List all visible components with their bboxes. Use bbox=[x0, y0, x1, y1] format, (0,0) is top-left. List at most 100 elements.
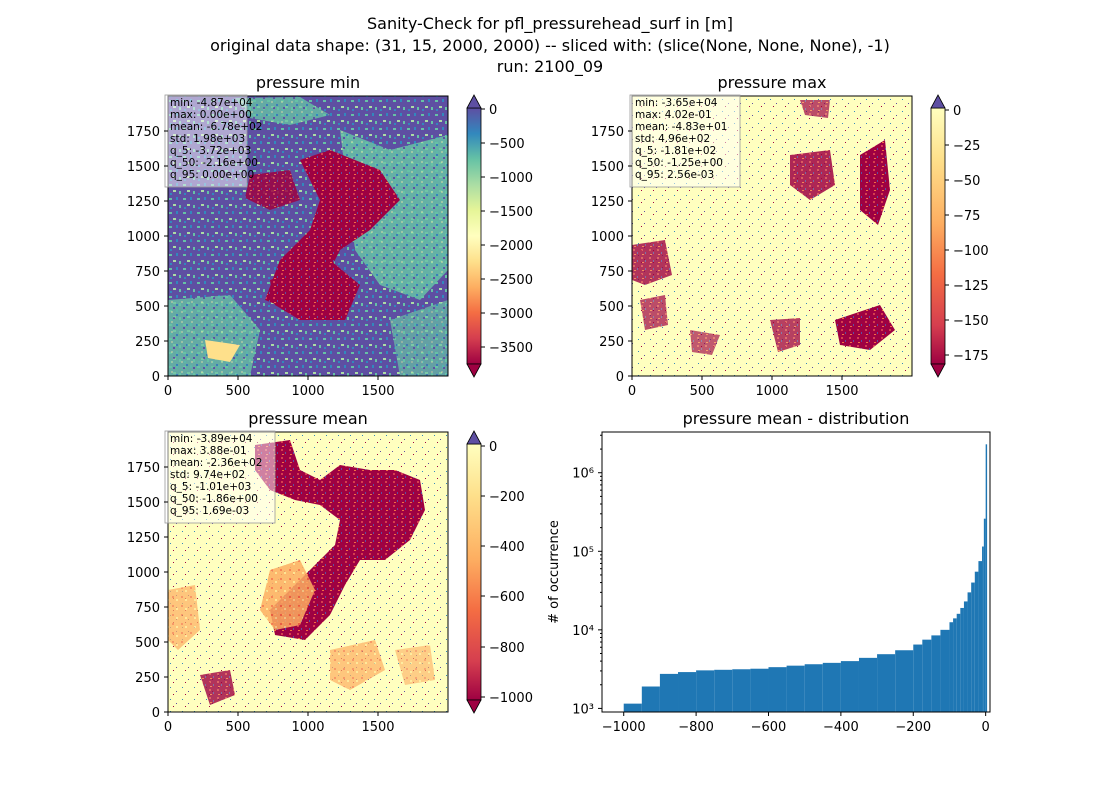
colorbar-tick-label: −200 bbox=[489, 490, 525, 505]
y-tick-label: 1500 bbox=[591, 160, 624, 175]
y-tick-label: 500 bbox=[135, 636, 160, 651]
colorbar-tick-label: −1000 bbox=[489, 691, 533, 706]
histogram-bar bbox=[963, 601, 968, 712]
colorbar-tick-label: −2000 bbox=[489, 239, 533, 254]
colorbar-tick-label: −50 bbox=[953, 174, 980, 189]
y-tick-label: 500 bbox=[599, 300, 624, 315]
histogram-bar bbox=[714, 669, 733, 712]
y-tick-label: 10⁴ bbox=[572, 624, 594, 639]
histogram-bar bbox=[696, 670, 715, 712]
stat-std: std: 4.96e+02 bbox=[635, 133, 710, 145]
stat-q5: q_5: -1.81e+02 bbox=[635, 145, 716, 157]
histogram-bar bbox=[786, 665, 805, 712]
x-tick-label: 0 bbox=[982, 720, 990, 735]
stat-std: std: 9.74e+02 bbox=[170, 469, 245, 481]
histogram-bar bbox=[940, 629, 950, 712]
colorbar-tick-label: −3500 bbox=[489, 341, 533, 356]
suptitle-line-3: run: 2100_09 bbox=[497, 57, 603, 77]
colorbar-tick-label: −25 bbox=[953, 139, 980, 154]
stats-box: min: -3.65e+04 max: 4.02e-01 mean: -4.83… bbox=[629, 94, 741, 188]
y-tick-label: 1750 bbox=[127, 461, 160, 476]
histogram-bar bbox=[678, 672, 697, 712]
histogram-bar bbox=[732, 669, 751, 712]
stats-box: min: -4.87e+04 max: 0.00e+00 mean: -6.78… bbox=[164, 94, 262, 188]
histogram-bar bbox=[985, 444, 988, 712]
y-axis-label: # of occurrence bbox=[547, 520, 562, 624]
colorbar-tick-label: −800 bbox=[489, 641, 525, 656]
histogram-bar bbox=[931, 635, 941, 712]
colorbar-tick-label: −150 bbox=[953, 314, 989, 329]
stat-min: min: -3.65e+04 bbox=[635, 97, 718, 109]
x-tick-label: 1500 bbox=[825, 384, 858, 399]
x-tick-label: 500 bbox=[690, 384, 715, 399]
histogram-bar bbox=[750, 668, 769, 712]
x-axis: 0 500 1000 1500 bbox=[164, 376, 395, 399]
colorbar: 0 −200 −400 −600 −800 −1000 bbox=[466, 430, 533, 714]
plot-frame bbox=[601, 431, 991, 713]
panel-title: pressure mean bbox=[248, 409, 368, 428]
x-tick-label: −600 bbox=[751, 720, 787, 735]
histogram-bar bbox=[804, 664, 823, 712]
colorbar-tick-label: −3000 bbox=[489, 307, 533, 322]
stat-q95: q_95: 2.56e-03 bbox=[635, 169, 714, 181]
x-tick-label: −200 bbox=[895, 720, 931, 735]
y-axis: 0 250 500 750 1000 1250 1500 1750 bbox=[591, 125, 632, 385]
y-tick-label: 10⁶ bbox=[572, 467, 594, 482]
colorbar-tick-label: −75 bbox=[953, 209, 980, 224]
x-tick-label: −800 bbox=[678, 720, 714, 735]
suptitle-line-2: original data shape: (31, 15, 2000, 2000… bbox=[210, 36, 890, 55]
figure-suptitle: Sanity-Check for pfl_pressurehead_surf i… bbox=[210, 14, 890, 77]
y-tick-label: 1500 bbox=[127, 496, 160, 511]
y-tick-label: 0 bbox=[152, 706, 160, 721]
histogram-bar bbox=[922, 639, 932, 712]
y-tick-label: 10³ bbox=[572, 702, 594, 717]
stats-box: min: -3.89e+04 max: 3.88e-01 mean: -2.36… bbox=[164, 430, 276, 524]
colorbar-tick-label: −600 bbox=[489, 590, 525, 605]
x-axis: 0 500 1000 1500 bbox=[164, 712, 395, 735]
histogram-bar bbox=[978, 561, 983, 712]
stat-min: min: -3.89e+04 bbox=[170, 433, 253, 445]
y-tick-label: 1000 bbox=[591, 230, 624, 245]
y-axis: 0 250 500 750 1000 1250 1500 1750 bbox=[127, 461, 168, 721]
x-tick-label: 1000 bbox=[755, 384, 788, 399]
colorbar-tick-label: −1000 bbox=[489, 171, 533, 186]
panel-pressure-mean: pressure mean min: -3.89e+04 max: 3.88e-… bbox=[127, 409, 533, 735]
y-tick-label: 1250 bbox=[591, 195, 624, 210]
histogram-bar bbox=[953, 618, 957, 712]
x-axis: −1000 −800 −600 −400 −200 0 bbox=[602, 712, 990, 735]
stat-q5: q_5: -1.01e+03 bbox=[170, 481, 251, 493]
histogram-bar bbox=[623, 703, 642, 712]
stat-q5: q_5: -3.72e+03 bbox=[170, 145, 251, 157]
panel-pressure-min: pressure min min: -4.87e+04 max: 0.00e+0… bbox=[127, 73, 533, 399]
y-tick-label: 1500 bbox=[127, 160, 160, 175]
y-tick-label: 0 bbox=[152, 370, 160, 385]
stat-mean: mean: -6.78e+02 bbox=[170, 121, 262, 133]
stat-q95: q_95: 1.69e-03 bbox=[170, 505, 249, 517]
y-tick-label: 1750 bbox=[127, 125, 160, 140]
histogram-bar bbox=[983, 518, 986, 712]
colorbar-tick-label: 0 bbox=[489, 440, 497, 455]
heatmap-image bbox=[168, 96, 448, 376]
stat-mean: mean: -2.36e+02 bbox=[170, 457, 262, 469]
x-tick-label: −400 bbox=[823, 720, 859, 735]
x-tick-label: 0 bbox=[628, 384, 636, 399]
y-tick-label: 500 bbox=[135, 300, 160, 315]
x-axis: 0 500 1000 1500 bbox=[628, 376, 859, 399]
y-tick-label: 0 bbox=[616, 370, 624, 385]
histogram-bar bbox=[974, 571, 979, 712]
x-tick-label: 500 bbox=[226, 384, 251, 399]
histogram-bar bbox=[982, 546, 984, 712]
histogram-bar bbox=[960, 607, 964, 712]
stat-max: max: 3.88e-01 bbox=[170, 445, 247, 457]
histogram-bar bbox=[641, 686, 660, 712]
x-tick-label: 1000 bbox=[291, 720, 324, 735]
colorbar-tick-label: 0 bbox=[953, 104, 961, 119]
histogram-bar bbox=[822, 662, 841, 712]
colorbar-tick-label: −400 bbox=[489, 540, 525, 555]
y-tick-label: 1250 bbox=[127, 531, 160, 546]
colorbar-tick-label: −100 bbox=[953, 244, 989, 259]
stat-std: std: 1.98e+03 bbox=[170, 133, 245, 145]
y-tick-label: 1000 bbox=[127, 230, 160, 245]
stat-min: min: -4.87e+04 bbox=[170, 97, 253, 109]
